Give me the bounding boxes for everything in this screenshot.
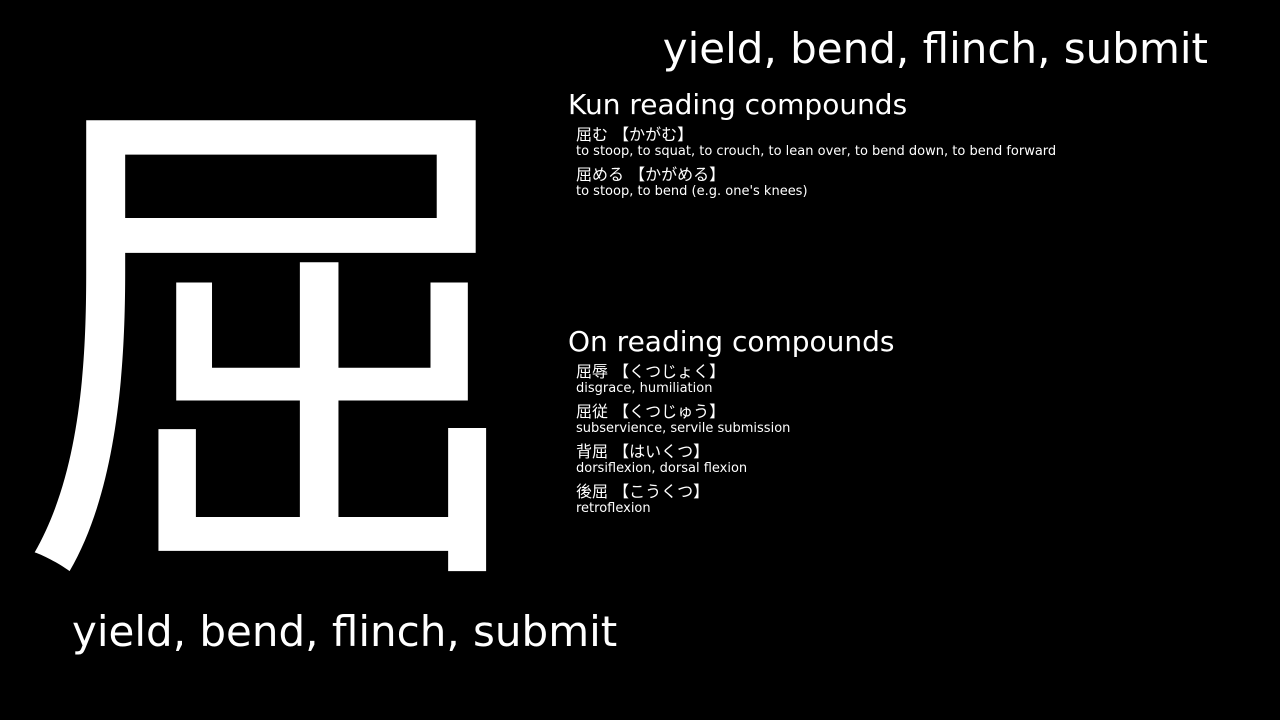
on-entry-word: 背屈 【はいくつ】 bbox=[576, 442, 710, 461]
kun-entry: 屈む 【かがむ】 to stoop, to squat, to crouch, … bbox=[576, 125, 1057, 160]
kun-entry: 屈める 【かがめる】 to stoop, to bend (e.g. one's… bbox=[576, 165, 1056, 200]
on-entry: 背屈 【はいくつ】 dorsiflexion, dorsal flexion bbox=[576, 442, 895, 477]
on-entry-word: 屈従 【くつじゅう】 bbox=[576, 402, 726, 421]
meaning-heading-top: yield, bend, flinch, submit bbox=[662, 24, 1208, 73]
on-entry-word: 後屈 【こうくつ】 bbox=[576, 482, 710, 501]
meaning-heading-bottom: yield, bend, flinch, submit bbox=[72, 607, 618, 656]
on-entry-word: 屈辱 【くつじょく】 bbox=[576, 362, 726, 381]
on-entry: 後屈 【こうくつ】 retroflexion bbox=[576, 482, 895, 517]
kun-reading-section: Kun reading compounds 屈む 【かがむ】 to stoop,… bbox=[568, 88, 1056, 199]
on-entry-definition: disgrace, humiliation bbox=[576, 381, 713, 396]
on-entry-definition: subservience, servile submission bbox=[576, 421, 791, 436]
on-entry: 屈従 【くつじゅう】 subservience, servile submiss… bbox=[576, 402, 895, 437]
kun-section-title: Kun reading compounds bbox=[568, 88, 908, 121]
on-entry-definition: retroflexion bbox=[576, 501, 651, 516]
on-section-title: On reading compounds bbox=[568, 325, 895, 358]
on-entry: 屈辱 【くつじょく】 disgrace, humiliation bbox=[576, 362, 895, 397]
on-entry-definition: dorsiflexion, dorsal flexion bbox=[576, 461, 748, 476]
kanji-character: 屈 bbox=[16, 47, 536, 653]
on-reading-section: On reading compounds 屈辱 【くつじょく】 disgrace… bbox=[568, 325, 895, 516]
kun-entry-word: 屈む 【かがむ】 bbox=[576, 125, 694, 144]
kun-entry-definition: to stoop, to bend (e.g. one's knees) bbox=[576, 184, 808, 199]
kun-entry-definition: to stoop, to squat, to crouch, to lean o… bbox=[576, 144, 1057, 159]
kun-entry-word: 屈める 【かがめる】 bbox=[576, 165, 726, 184]
